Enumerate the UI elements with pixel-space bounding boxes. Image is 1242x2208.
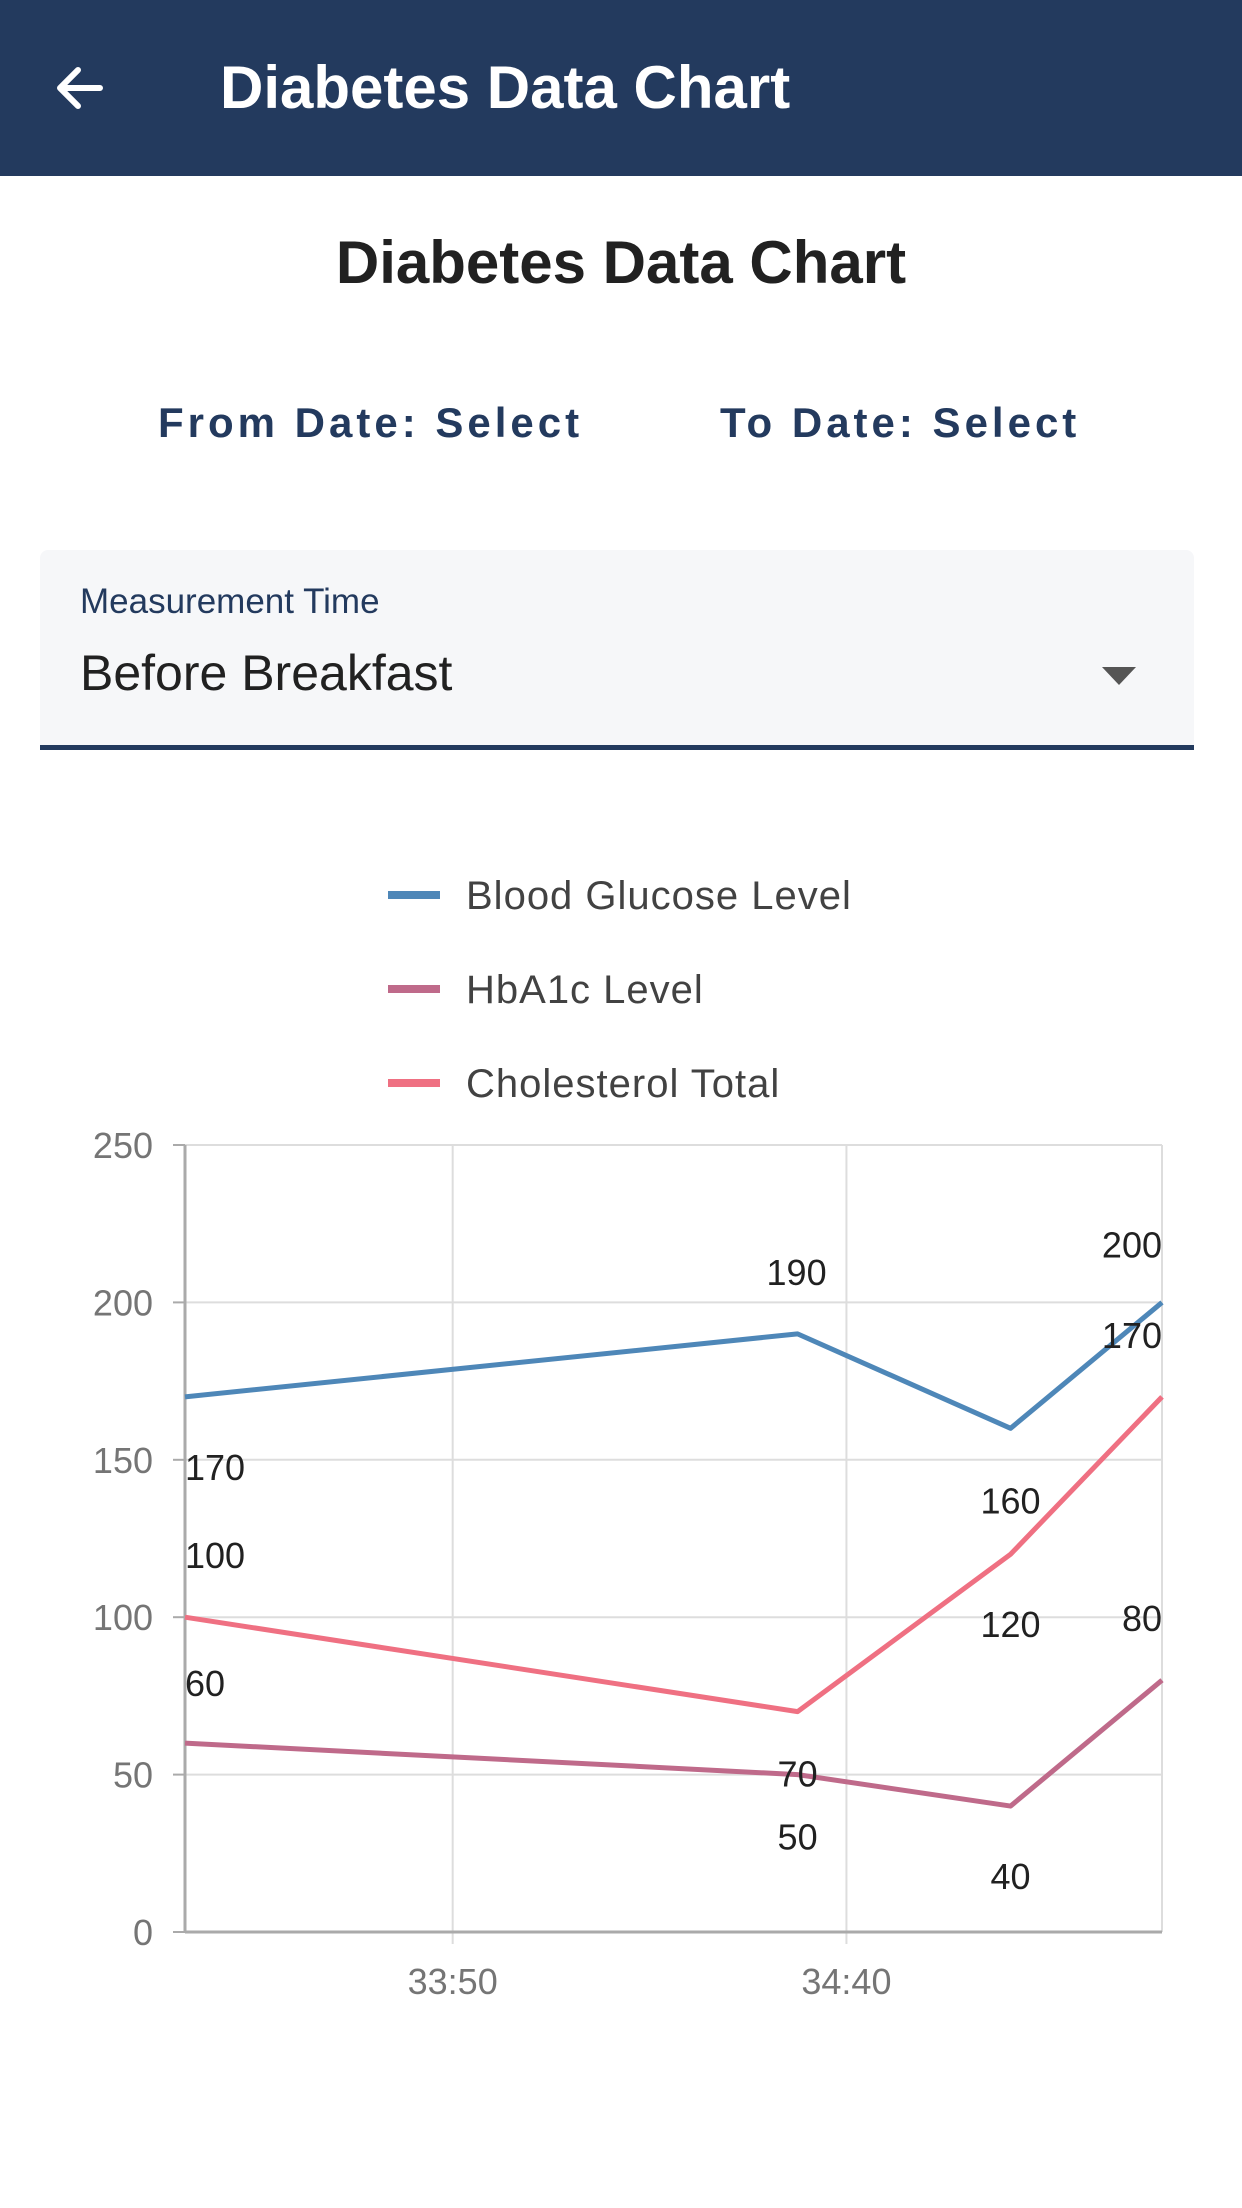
back-button[interactable]	[36, 44, 124, 132]
app-bar-title: Diabetes Data Chart	[220, 54, 791, 121]
data-label: 50	[778, 1817, 818, 1858]
data-label: 120	[981, 1604, 1041, 1645]
to-date-button[interactable]: To Date: Select	[720, 399, 1081, 446]
data-label: 60	[185, 1663, 225, 1704]
y-tick-label: 250	[93, 1125, 153, 1166]
page-title: Diabetes Data Chart	[335, 229, 907, 296]
y-tick-label: 0	[133, 1912, 153, 1953]
app-bar: Diabetes Data Chart	[0, 0, 1242, 176]
data-label: 40	[991, 1856, 1031, 1897]
x-tick-label: 33:50	[408, 1961, 498, 2002]
data-label: 80	[1122, 1598, 1162, 1639]
data-label: 170	[1102, 1315, 1162, 1356]
y-tick-label: 100	[93, 1597, 153, 1638]
data-label: 170	[185, 1447, 245, 1488]
data-label: 190	[767, 1252, 827, 1293]
measurement-time-dropdown[interactable]: Measurement Time Before Breakfast	[40, 550, 1194, 750]
x-tick-label: 34:40	[801, 1961, 891, 2002]
data-label: 200	[1102, 1224, 1162, 1265]
y-tick-label: 200	[93, 1282, 153, 1323]
legend-entry: HbA1c Level	[466, 968, 704, 1012]
from-date-button[interactable]: From Date: Select	[158, 399, 584, 446]
series-line	[184, 1300, 1164, 1431]
data-label: 70	[778, 1754, 818, 1795]
data-label: 160	[981, 1480, 1041, 1521]
legend-entry: Blood Glucose Level	[466, 874, 852, 918]
y-tick-label: 150	[93, 1440, 153, 1481]
data-label: 100	[185, 1535, 245, 1576]
dropdown-arrow-icon	[1102, 667, 1136, 685]
series-line	[184, 1678, 1164, 1809]
measurement-time-value: Before Breakfast	[80, 645, 453, 701]
legend-entry: Cholesterol Total	[466, 1062, 780, 1106]
y-tick-label: 50	[113, 1755, 153, 1796]
arrow-left-icon	[57, 67, 103, 109]
measurement-time-label: Measurement Time	[80, 582, 380, 621]
series-line	[184, 1395, 1164, 1715]
